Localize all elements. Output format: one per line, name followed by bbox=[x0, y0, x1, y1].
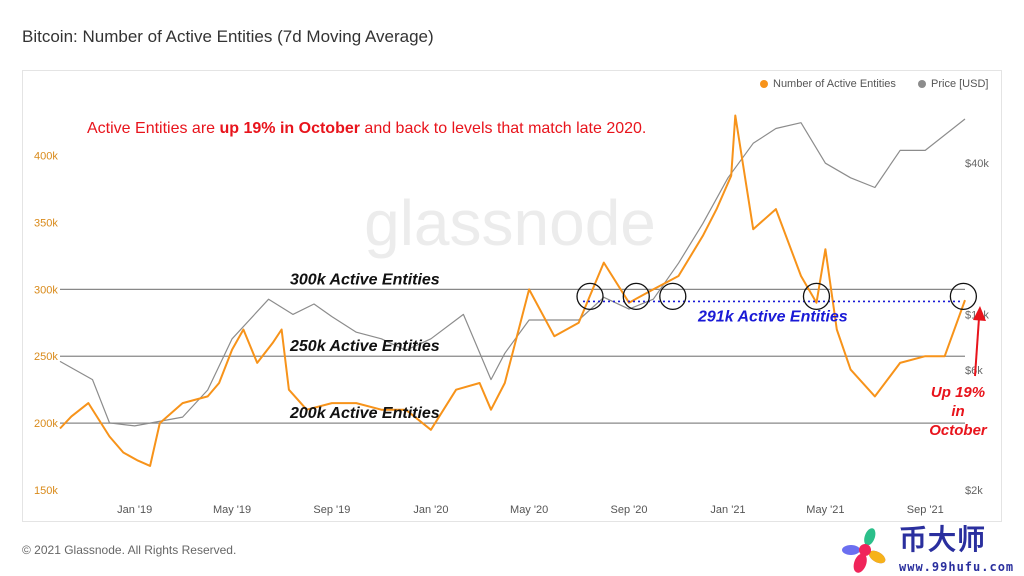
headline-bold: up 19% in October bbox=[219, 120, 360, 137]
x-tick-label: May '19 bbox=[213, 504, 251, 516]
logo-url: www.99hufu.com bbox=[899, 560, 1015, 574]
highlight-circle bbox=[576, 282, 604, 311]
y-left-tick-label: 150k bbox=[34, 485, 58, 497]
headline-annotation: Active Entities are up 19% in October an… bbox=[87, 120, 646, 138]
highlight-circle bbox=[622, 282, 650, 311]
x-tick-label: Sep '21 bbox=[907, 504, 944, 516]
legend-label: Number of Active Entities bbox=[773, 78, 896, 90]
highlight-circle bbox=[659, 282, 687, 311]
callout-text: in bbox=[951, 403, 964, 420]
watermark: glassnode bbox=[364, 187, 656, 259]
x-tick-label: Jan '21 bbox=[710, 504, 745, 516]
legend-swatch-grey bbox=[918, 80, 926, 88]
legend-label: Price [USD] bbox=[931, 78, 989, 90]
y-left-tick-label: 400k bbox=[34, 151, 58, 163]
x-tick-label: Jan '20 bbox=[413, 504, 448, 516]
x-tick-label: May '21 bbox=[806, 504, 844, 516]
headline-pre: Active Entities are bbox=[87, 120, 220, 137]
y-left-tick-label: 300k bbox=[34, 284, 58, 296]
logo-text: 币大师 bbox=[899, 524, 987, 555]
y-right-tick-label: $6k bbox=[965, 365, 983, 377]
headline-post: and back to levels that match late 2020. bbox=[359, 120, 647, 137]
legend-entities[interactable]: Number of Active Entities bbox=[760, 78, 896, 90]
y-left-tick-label: 200k bbox=[34, 418, 58, 430]
highlight-circle bbox=[802, 282, 831, 311]
x-tick-label: Sep '19 bbox=[313, 504, 350, 516]
legend-price[interactable]: Price [USD] bbox=[918, 78, 988, 90]
site-logo: 币大师 www.99hufu.com bbox=[835, 524, 1024, 576]
chart-frame bbox=[22, 70, 1002, 522]
legend-swatch-orange bbox=[760, 80, 768, 88]
label-300k: 300k Active Entities bbox=[290, 271, 440, 288]
callout-text: Up 19% bbox=[931, 384, 985, 401]
y-left-tick-label: 350k bbox=[34, 217, 58, 229]
x-tick-label: May '20 bbox=[510, 504, 548, 516]
copyright: © 2021 Glassnode. All Rights Reserved. bbox=[22, 543, 237, 557]
label-291k: 291k Active Entities bbox=[697, 308, 848, 325]
callout-arrow bbox=[974, 317, 980, 377]
x-tick-label: Sep '20 bbox=[610, 504, 647, 516]
y-left-tick-label: 250k bbox=[34, 351, 58, 363]
y-right-tick-label: $40k bbox=[965, 158, 989, 170]
highlight-circle bbox=[949, 282, 978, 311]
x-tick-label: Jan '19 bbox=[117, 504, 152, 516]
callout-arrowhead bbox=[973, 306, 986, 321]
label-250k: 250k Active Entities bbox=[289, 338, 440, 355]
y-right-tick-label: $2k bbox=[965, 485, 983, 497]
label-200k: 200k Active Entities bbox=[289, 405, 440, 422]
callout-text: October bbox=[929, 422, 988, 439]
flower-logo-icon bbox=[842, 528, 886, 573]
page-title: Bitcoin: Number of Active Entities (7d M… bbox=[22, 27, 434, 46]
series-line-active-entities bbox=[59, 114, 966, 467]
